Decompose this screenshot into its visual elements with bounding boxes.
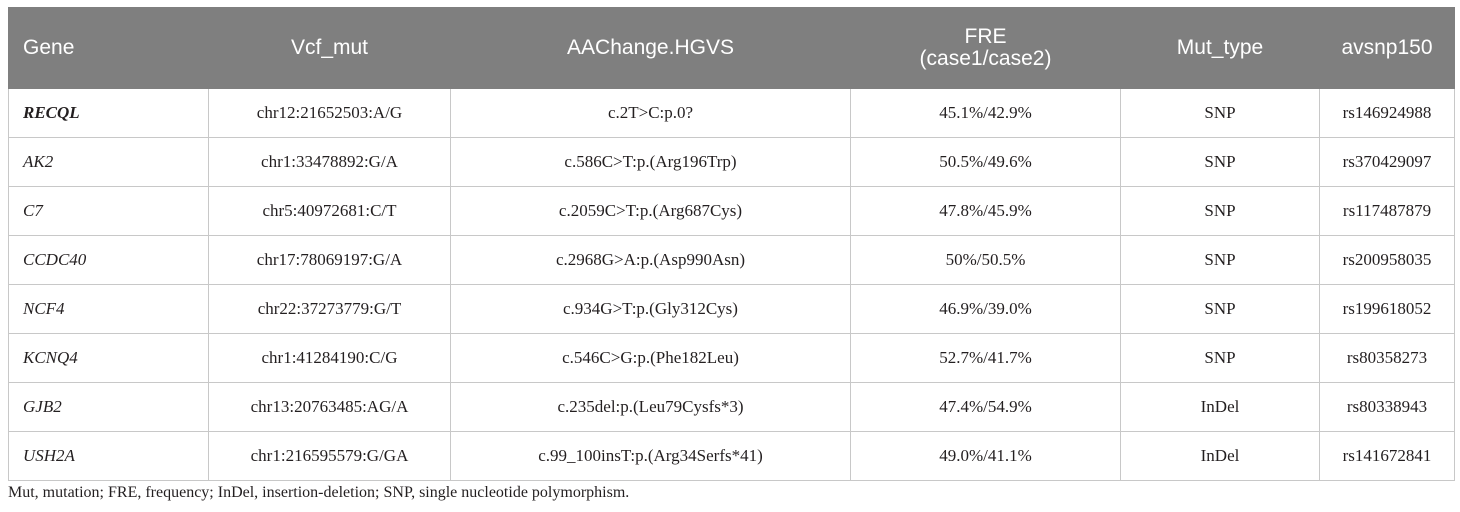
cell-fre: 49.0%/41.1% bbox=[850, 431, 1121, 481]
cell-fre: 46.9%/39.0% bbox=[850, 284, 1121, 334]
cell-vcf-mut: chr22:37273779:G/T bbox=[208, 284, 451, 334]
cell-vcf-mut: chr12:21652503:A/G bbox=[208, 88, 451, 138]
header-avsnp: avsnp150 bbox=[1319, 7, 1455, 89]
cell-avsnp: rs141672841 bbox=[1319, 431, 1455, 481]
cell-aachange: c.99_100insT:p.(Arg34Serfs*41) bbox=[450, 431, 851, 481]
cell-aachange: c.934G>T:p.(Gly312Cys) bbox=[450, 284, 851, 334]
cell-mut-type: InDel bbox=[1120, 382, 1320, 432]
cell-mut-type: SNP bbox=[1120, 333, 1320, 383]
cell-gene: NCF4 bbox=[8, 284, 209, 334]
cell-mut-type: InDel bbox=[1120, 431, 1320, 481]
table-row: RECQL chr12:21652503:A/G c.2T>C:p.0? 45.… bbox=[8, 88, 1455, 138]
cell-vcf-mut: chr1:41284190:C/G bbox=[208, 333, 451, 383]
cell-gene: KCNQ4 bbox=[8, 333, 209, 383]
cell-fre: 47.4%/54.9% bbox=[850, 382, 1121, 432]
cell-aachange: c.2968G>A:p.(Asp990Asn) bbox=[450, 235, 851, 285]
table-footnote: Mut, mutation; FRE, frequency; InDel, in… bbox=[8, 484, 630, 501]
mutation-table: Gene Vcf_mut AAChange.HGVS FRE (case1/ca… bbox=[8, 7, 1455, 481]
cell-mut-type: SNP bbox=[1120, 235, 1320, 285]
cell-fre: 47.8%/45.9% bbox=[850, 186, 1121, 236]
cell-avsnp: rs80338943 bbox=[1319, 382, 1455, 432]
mutation-table-container: Gene Vcf_mut AAChange.HGVS FRE (case1/ca… bbox=[8, 7, 1455, 481]
cell-gene: RECQL bbox=[8, 88, 209, 138]
table-row: C7 chr5:40972681:C/T c.2059C>T:p.(Arg687… bbox=[8, 186, 1455, 236]
cell-aachange: c.2059C>T:p.(Arg687Cys) bbox=[450, 186, 851, 236]
table-row: NCF4 chr22:37273779:G/T c.934G>T:p.(Gly3… bbox=[8, 284, 1455, 334]
cell-gene: USH2A bbox=[8, 431, 209, 481]
table-header-row: Gene Vcf_mut AAChange.HGVS FRE (case1/ca… bbox=[8, 7, 1455, 89]
table-row: CCDC40 chr17:78069197:G/A c.2968G>A:p.(A… bbox=[8, 235, 1455, 285]
cell-avsnp: rs199618052 bbox=[1319, 284, 1455, 334]
cell-avsnp: rs200958035 bbox=[1319, 235, 1455, 285]
cell-vcf-mut: chr5:40972681:C/T bbox=[208, 186, 451, 236]
header-fre-line2: (case1/case2) bbox=[919, 47, 1052, 70]
header-fre-line1: FRE bbox=[964, 25, 1007, 48]
cell-mut-type: SNP bbox=[1120, 88, 1320, 138]
cell-avsnp: rs80358273 bbox=[1319, 333, 1455, 383]
table-row: KCNQ4 chr1:41284190:C/G c.546C>G:p.(Phe1… bbox=[8, 333, 1455, 383]
cell-gene: C7 bbox=[8, 186, 209, 236]
cell-mut-type: SNP bbox=[1120, 186, 1320, 236]
cell-avsnp: rs370429097 bbox=[1319, 137, 1455, 187]
cell-fre: 50%/50.5% bbox=[850, 235, 1121, 285]
table-row: GJB2 chr13:20763485:AG/A c.235del:p.(Leu… bbox=[8, 382, 1455, 432]
header-mut-type: Mut_type bbox=[1120, 7, 1320, 89]
table-row: AK2 chr1:33478892:G/A c.586C>T:p.(Arg196… bbox=[8, 137, 1455, 187]
cell-vcf-mut: chr17:78069197:G/A bbox=[208, 235, 451, 285]
cell-vcf-mut: chr1:216595579:G/GA bbox=[208, 431, 451, 481]
cell-vcf-mut: chr13:20763485:AG/A bbox=[208, 382, 451, 432]
cell-aachange: c.2T>C:p.0? bbox=[450, 88, 851, 138]
cell-fre: 52.7%/41.7% bbox=[850, 333, 1121, 383]
cell-mut-type: SNP bbox=[1120, 284, 1320, 334]
cell-aachange: c.235del:p.(Leu79Cysfs*3) bbox=[450, 382, 851, 432]
cell-mut-type: SNP bbox=[1120, 137, 1320, 187]
cell-aachange: c.586C>T:p.(Arg196Trp) bbox=[450, 137, 851, 187]
cell-avsnp: rs146924988 bbox=[1319, 88, 1455, 138]
header-vcf-mut: Vcf_mut bbox=[208, 7, 451, 89]
header-aachange: AAChange.HGVS bbox=[450, 7, 851, 89]
cell-aachange: c.546C>G:p.(Phe182Leu) bbox=[450, 333, 851, 383]
cell-vcf-mut: chr1:33478892:G/A bbox=[208, 137, 451, 187]
cell-gene: AK2 bbox=[8, 137, 209, 187]
cell-gene: GJB2 bbox=[8, 382, 209, 432]
cell-fre: 45.1%/42.9% bbox=[850, 88, 1121, 138]
cell-avsnp: rs117487879 bbox=[1319, 186, 1455, 236]
cell-fre: 50.5%/49.6% bbox=[850, 137, 1121, 187]
header-gene: Gene bbox=[8, 7, 209, 89]
cell-gene: CCDC40 bbox=[8, 235, 209, 285]
table-row: USH2A chr1:216595579:G/GA c.99_100insT:p… bbox=[8, 431, 1455, 481]
header-fre: FRE (case1/case2) bbox=[850, 7, 1121, 89]
